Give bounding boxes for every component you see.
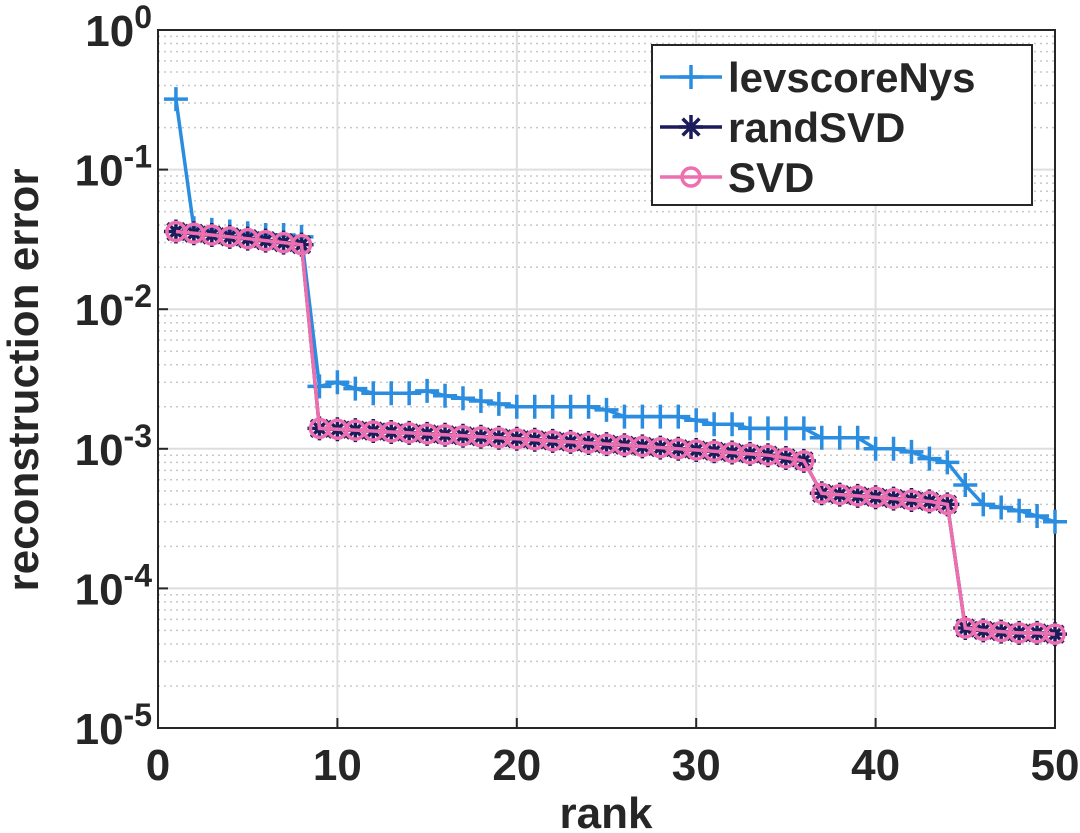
- data-point: [163, 219, 188, 244]
- data-point: [468, 388, 493, 413]
- data-point: [881, 436, 906, 461]
- data-point: [594, 397, 619, 422]
- data-point: [936, 493, 959, 516]
- data-point: [163, 87, 188, 112]
- x-tick-label: 50: [1031, 741, 1080, 790]
- data-point: [325, 370, 350, 395]
- plot-frame: [157, 29, 1056, 729]
- x-tick-label: 30: [672, 741, 721, 790]
- data-point: [290, 233, 313, 256]
- legend-label: SVD: [728, 154, 814, 201]
- legend-marker: [679, 65, 703, 89]
- legend-marker: [680, 166, 702, 188]
- legend-marker: [679, 115, 703, 139]
- data-point: [845, 425, 870, 450]
- data-point: [684, 408, 709, 433]
- data-point: [791, 416, 816, 441]
- data-point: [307, 374, 332, 399]
- data-point: [793, 450, 815, 472]
- legend-label: randSVD: [728, 104, 905, 151]
- y-tick-label: 10-1: [75, 139, 152, 196]
- y-tick-label: 10-3: [75, 418, 152, 475]
- data-point: [1025, 504, 1050, 529]
- y-tick-label: 100: [85, 0, 152, 56]
- x-tick-label: 0: [146, 741, 170, 790]
- data-point: [666, 404, 691, 429]
- data-point: [720, 412, 745, 437]
- data-point: [1007, 498, 1032, 523]
- data-point: [899, 439, 924, 464]
- y-tick-label: 10-4: [75, 557, 153, 614]
- data-point: [917, 446, 942, 471]
- data-point: [397, 381, 422, 406]
- data-point: [486, 391, 511, 416]
- legend-label: levscoreNys: [728, 54, 976, 101]
- data-point: [415, 378, 440, 403]
- data-point: [1043, 509, 1067, 534]
- y-tick-label: 10-2: [75, 278, 152, 335]
- y-axis-label: reconstruction error: [0, 169, 48, 592]
- data-point: [953, 473, 978, 498]
- data-point: [1044, 623, 1066, 645]
- data-point: [576, 394, 601, 419]
- data-point: [343, 376, 368, 401]
- x-tick-label: 10: [313, 741, 362, 790]
- x-axis-label: rank: [560, 789, 653, 833]
- data-point: [935, 450, 960, 475]
- y-tick-label: 10-5: [75, 697, 152, 754]
- data-point: [433, 383, 458, 408]
- data-point: [971, 492, 996, 517]
- x-tick-label: 40: [851, 741, 900, 790]
- data-point: [450, 386, 475, 411]
- data-point: [989, 495, 1014, 520]
- series-line: [175, 229, 1056, 636]
- x-tick-label: 20: [492, 741, 541, 790]
